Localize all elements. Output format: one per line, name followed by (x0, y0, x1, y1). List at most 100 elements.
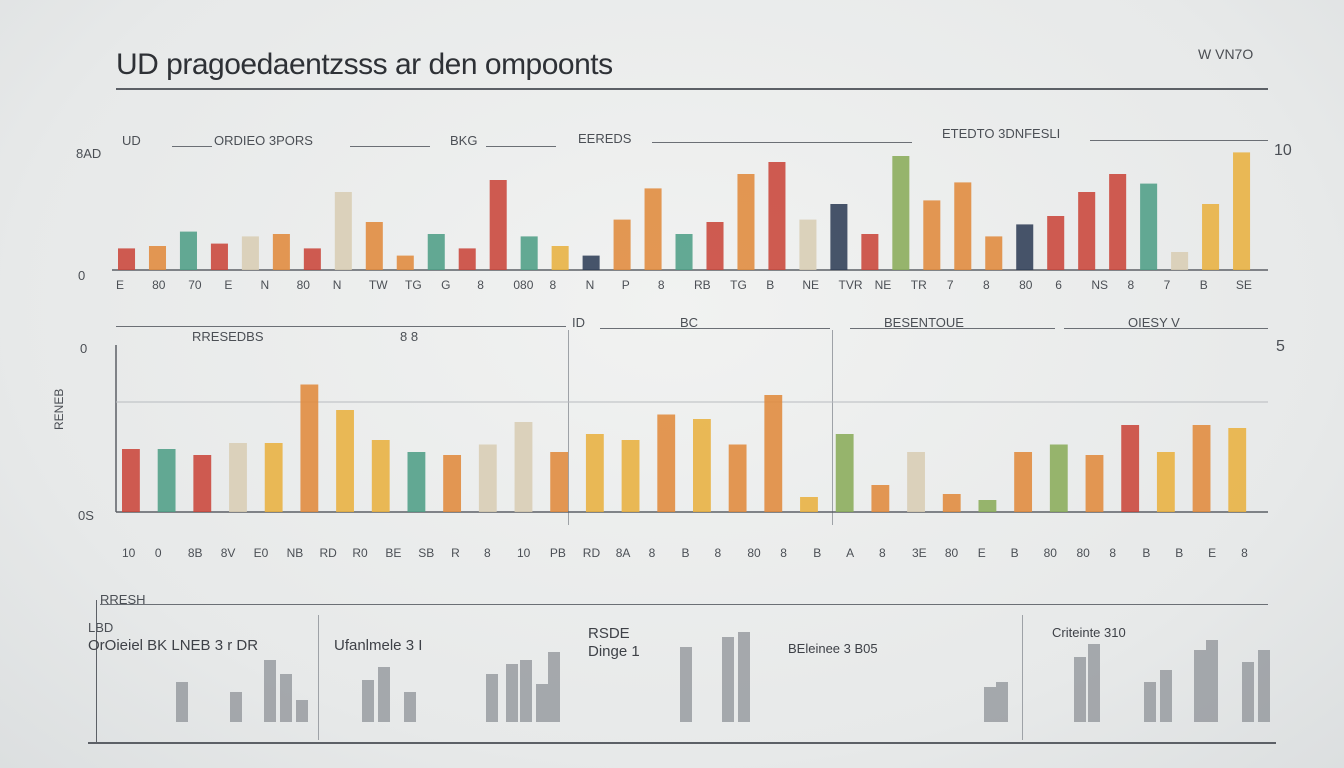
chart2-xtick-9: BE (385, 546, 402, 560)
chart3-panel-label-3: RSDE Dinge 1 (588, 625, 640, 660)
chart1-header-line-1 (172, 146, 212, 147)
chart2-divider-2 (832, 330, 833, 525)
chart2-bar-22 (871, 485, 890, 512)
chart3-bar-26 (1258, 650, 1270, 722)
chart2-bar-20 (800, 497, 818, 512)
chart1-ytick-top: 8AD (76, 146, 102, 161)
chart2-xtick-16: 8A (615, 546, 631, 560)
chart3-divider-1 (318, 615, 319, 740)
chart3-bar-20 (1088, 644, 1100, 722)
chart1-bar-3 (179, 231, 197, 270)
chart2-ytick-top: 0 (80, 341, 88, 356)
chart1-xtick-9: TG (405, 278, 422, 292)
chart2-xtick-35: 8 (1241, 546, 1248, 560)
chart2-top-line-2 (600, 328, 830, 329)
chart1-header-line-4 (652, 142, 912, 143)
chart2-xtick-29: 80 (1043, 546, 1057, 560)
chart1-bar-11 (427, 234, 445, 270)
chart1-bar-12 (458, 248, 476, 270)
chart3-axis (96, 600, 97, 742)
chart1-xtick-14: N (585, 278, 595, 292)
chart3-bar-12 (536, 684, 548, 722)
chart1-bar-19 (675, 234, 693, 270)
chart1-bar-25 (861, 234, 879, 270)
chart3-bar-17 (984, 687, 996, 722)
chart2-xtick-34: E (1208, 546, 1217, 560)
chart2-xtick-4: 8V (220, 546, 236, 560)
chart3-divider-2 (1022, 615, 1023, 740)
chart2-xtick-5: E0 (253, 546, 269, 560)
chart2-bar-12 (514, 422, 533, 512)
chart1-xtick-29: 8 (1127, 278, 1135, 292)
chart2-xtick-25: 3E (911, 546, 927, 560)
chart2-bar-17 (693, 419, 711, 512)
chart2-bar-6 (300, 384, 319, 512)
chart3-bar-22 (1160, 670, 1172, 722)
corner-label: W VN7O (1198, 46, 1254, 62)
chart3-header-1: RRESH (100, 592, 146, 607)
chart3-bar-10 (506, 664, 518, 722)
chart2-xtick-11: R (451, 546, 460, 560)
chart1-bar-4 (210, 243, 228, 270)
chart2-xtick-15: RD (582, 546, 601, 560)
chart2-bar-26 (1014, 452, 1033, 512)
chart1-bar-27 (923, 200, 941, 270)
chart2-xtick-1: 10 (122, 546, 136, 560)
chart1-xtick-3: 70 (188, 278, 202, 292)
chart3-bar-1 (176, 682, 188, 722)
chart2-xtick-18: B (681, 546, 690, 560)
chart3-bar-6 (362, 680, 374, 722)
chart1-header-5: ETEDTO 3DNFESLI (942, 126, 1061, 141)
chart3-header-2: LBD (88, 620, 114, 635)
chart1-bar-37 (1233, 152, 1251, 270)
chart1-ytick-right: 10 (1274, 142, 1292, 159)
chart2-xtick-27: E (977, 546, 986, 560)
chart2-bar-32 (1228, 428, 1247, 512)
chart1-xtick-7: N (332, 278, 342, 292)
chart2-bar-5 (264, 443, 283, 512)
chart2-xtick-3: 8B (187, 546, 203, 560)
chart3-bar-18 (996, 682, 1008, 722)
chart3-bar-2 (230, 692, 242, 722)
chart1-bar-36 (1202, 204, 1220, 270)
chart3-panel-label-4: BEleinee 3 B05 (788, 641, 878, 656)
chart1-header-line-5 (1090, 140, 1268, 141)
chart2-xtick-14: PB (549, 546, 566, 560)
chart1-xtick-12: 080 (513, 278, 534, 292)
chart1-xtick-4: E (224, 278, 233, 292)
chart1-header-3: BKG (450, 133, 478, 148)
chart1-header-line-2 (350, 146, 430, 147)
chart1-bar-24 (830, 204, 848, 270)
chart2-xtick-12: 8 (484, 546, 491, 560)
chart3-bar-9 (486, 674, 498, 722)
chart1-xtick-19: B (766, 278, 775, 292)
chart2-xtick-30: 80 (1076, 546, 1090, 560)
chart1-xtick-11: 8 (477, 278, 484, 292)
chart2-xtick-28: B (1010, 546, 1019, 560)
chart1-bar-17 (613, 219, 631, 270)
chart1-bar-13 (489, 180, 507, 270)
chart1-xtick-27: 6 (1055, 278, 1062, 292)
chart2-bar-25 (978, 500, 997, 512)
chart2-bar-16 (657, 414, 676, 512)
chart2-bar-30 (1156, 452, 1175, 512)
chart2-bar-27 (1049, 444, 1068, 512)
chart1-xtick-16: 8 (657, 278, 665, 292)
chart2-bar-14 (585, 434, 604, 512)
chart1-bar-20 (706, 222, 724, 270)
chart1-xtick-22: NE (874, 278, 892, 292)
chart1-xtick-20: NE (802, 278, 820, 292)
chart2-header-5: BESENTOUE (884, 315, 964, 330)
chart1-xtick-6: 80 (296, 278, 310, 292)
chart3-bar-3 (264, 660, 276, 722)
chart1-bar-30 (1016, 224, 1034, 270)
chart1-xtick-25: 8 (983, 278, 990, 292)
chart1-bar-6 (272, 234, 290, 270)
chart1-xtick-30: 7 (1163, 278, 1171, 292)
chart2-bar-15 (621, 440, 640, 512)
chart2-xtick-19: 8 (714, 546, 722, 560)
chart2-bar-8 (371, 440, 390, 512)
chart1-xtick-10: G (441, 278, 451, 292)
chart2-header-3: ID (572, 315, 585, 330)
